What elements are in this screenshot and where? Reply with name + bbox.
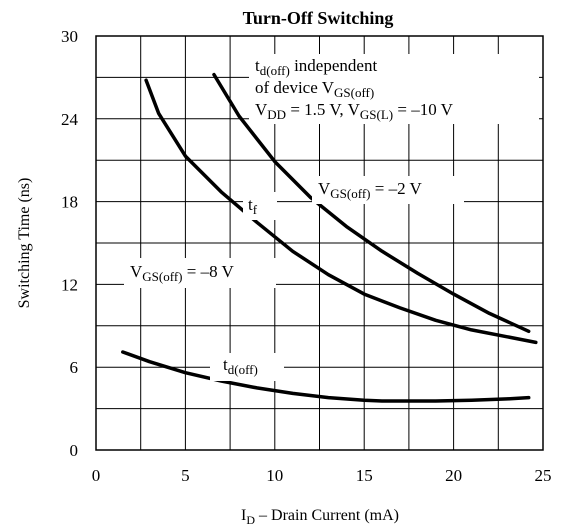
x-tick-label: 0 [92,466,101,485]
series-line-tf_vgs_minus2 [212,72,531,334]
note-box-bg [249,54,539,124]
y-tick-label: 6 [70,358,79,377]
series-line-td_off [121,350,531,403]
tf-label-bg [243,192,277,220]
vgs2-label-bg [312,176,464,204]
series-line-tf_vgs_minus8 [144,78,538,345]
y-tick-label: 12 [61,275,78,294]
vgs-minus8-label: VGS(off) = –8 V [130,262,235,284]
td-label-bg [210,353,284,381]
x-tick-label: 10 [266,466,283,485]
note-line-3: VDD = 1.5 V, VGS(L) = –10 V [255,100,454,122]
curves [121,72,538,403]
y-tick-label: 30 [61,27,78,46]
x-axis-label: ID – Drain Current (mA) [241,507,399,526]
y-tick-label: 18 [61,193,78,212]
plot-frame [95,35,544,451]
x-tick-label: 5 [181,466,190,485]
y-tick-label: 0 [70,441,79,460]
vgs8-label-bg [124,258,276,288]
vgs-minus2-label: VGS(off) = –2 V [318,179,423,201]
x-tick-label: 25 [535,466,552,485]
x-tick-label: 15 [356,466,373,485]
y-tick-label: 24 [61,110,79,129]
x-tick-label: 20 [445,466,462,485]
note-line-2: of device VGS(off) [255,78,374,100]
y-axis-label: Switching Time (ns) [16,178,33,309]
chart-title: Turn-Off Switching [243,8,394,28]
tf-label: tf [248,195,258,217]
note-line-1: td(off) independent [255,56,377,78]
td-off-label: td(off) [223,355,258,377]
tick-labels: 0 5 10 15 20 25 0 6 12 18 24 30 [61,27,552,485]
